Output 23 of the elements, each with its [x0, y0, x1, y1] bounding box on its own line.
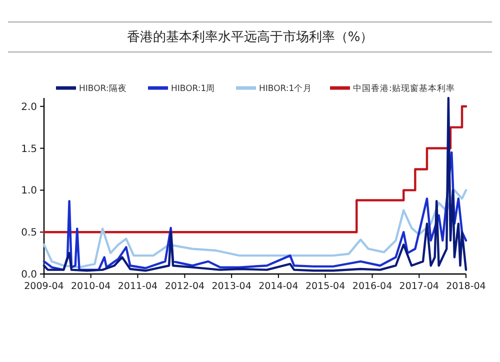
x-tick-label: 2015-04	[305, 281, 346, 292]
line-series	[42, 189, 468, 268]
legend-label: HIBOR:1周	[171, 82, 216, 94]
x-tick-label: 2011-04	[118, 281, 158, 292]
x-tick-label: 2018-04	[446, 281, 486, 292]
x-tick-label: 2014-04	[258, 281, 298, 292]
line-series	[42, 96, 468, 272]
y-tick-label: 1.5	[21, 144, 37, 155]
x-tick-label: 2012-04	[164, 281, 205, 292]
x-tick-label: 2017-04	[399, 281, 439, 292]
x-tick-label: 2016-04	[352, 281, 392, 292]
x-tick-label: 2010-04	[71, 281, 111, 292]
y-tick-label: 0.5	[21, 228, 37, 239]
line-series	[42, 151, 468, 271]
legend-label: 中国香港:贴现窗基本利率	[353, 82, 455, 94]
legend-label: HIBOR:1个月	[259, 82, 312, 94]
y-tick-label: 2.0	[21, 102, 37, 113]
x-tick-label: 2013-04	[212, 281, 252, 292]
y-tick-label: 1.0	[21, 186, 37, 197]
chart-title: 香港的基本利率水平远高于市场利率（%）	[126, 29, 374, 45]
y-tick-label: 0.0	[21, 270, 37, 280]
x-tick-label: 2009-04	[24, 281, 64, 292]
legend-label: HIBOR:隔夜	[79, 82, 127, 94]
